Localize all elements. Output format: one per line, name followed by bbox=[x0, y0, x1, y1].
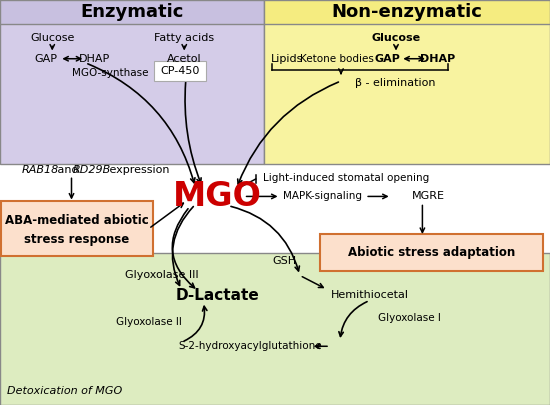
Text: MAPK-signaling: MAPK-signaling bbox=[283, 192, 362, 201]
Text: ABA-mediated abiotic: ABA-mediated abiotic bbox=[5, 213, 149, 226]
Text: CP-450: CP-450 bbox=[161, 66, 200, 76]
Text: GAP: GAP bbox=[34, 54, 57, 64]
Text: DHAP: DHAP bbox=[79, 54, 110, 64]
Text: expression: expression bbox=[106, 165, 169, 175]
Bar bbox=[0, 0, 264, 164]
FancyBboxPatch shape bbox=[154, 61, 206, 81]
Text: β - elimination: β - elimination bbox=[355, 78, 435, 88]
Text: RD29B: RD29B bbox=[73, 165, 112, 175]
Text: DHAP: DHAP bbox=[420, 54, 455, 64]
Text: stress response: stress response bbox=[24, 233, 130, 246]
Text: Ketone bodies: Ketone bodies bbox=[300, 54, 374, 64]
Text: Detoxication of MGO: Detoxication of MGO bbox=[7, 386, 122, 396]
FancyBboxPatch shape bbox=[1, 201, 153, 256]
Text: Glucose: Glucose bbox=[30, 34, 74, 43]
Text: Acetol: Acetol bbox=[167, 54, 201, 64]
Text: Non-enzymatic: Non-enzymatic bbox=[332, 3, 482, 21]
Bar bbox=[0, 0, 264, 24]
FancyBboxPatch shape bbox=[320, 234, 543, 271]
Text: Glyoxolase III: Glyoxolase III bbox=[125, 271, 199, 280]
Text: and: and bbox=[54, 165, 82, 175]
Bar bbox=[0, 253, 550, 405]
Text: Glucose: Glucose bbox=[371, 34, 421, 43]
Text: Glyoxolase II: Glyoxolase II bbox=[116, 317, 182, 327]
Text: Abiotic stress adaptation: Abiotic stress adaptation bbox=[348, 245, 515, 259]
Text: MGO-synthase: MGO-synthase bbox=[72, 68, 148, 78]
Text: Enzymatic: Enzymatic bbox=[80, 3, 184, 21]
Bar bbox=[264, 0, 550, 24]
Text: GAP: GAP bbox=[375, 54, 401, 64]
Text: S-2-hydroxyacylglutathione: S-2-hydroxyacylglutathione bbox=[178, 341, 322, 351]
Text: Glyoxolase I: Glyoxolase I bbox=[378, 313, 441, 323]
Text: Light-induced stomatal opening: Light-induced stomatal opening bbox=[263, 173, 430, 183]
Text: Lipids: Lipids bbox=[271, 54, 303, 64]
Text: MGO: MGO bbox=[173, 180, 262, 213]
Text: D-Lactate: D-Lactate bbox=[175, 288, 259, 303]
Text: MGRE: MGRE bbox=[411, 192, 444, 201]
Bar bbox=[264, 0, 550, 164]
Text: RAB18: RAB18 bbox=[22, 165, 59, 175]
Text: GSH: GSH bbox=[273, 256, 297, 266]
Text: Hemithiocetal: Hemithiocetal bbox=[331, 290, 409, 300]
Text: Fatty acids: Fatty acids bbox=[154, 34, 215, 43]
